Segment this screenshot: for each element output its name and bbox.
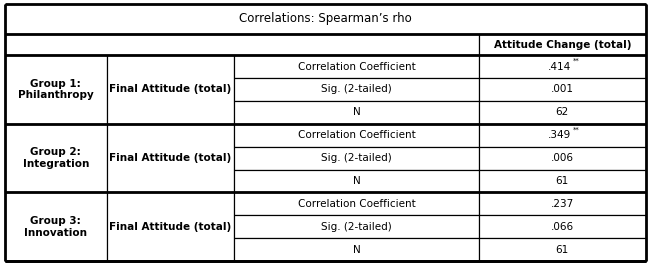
Bar [479, 238, 646, 261]
Text: Group 2:
Integration: Group 2: Integration [23, 147, 89, 169]
Bar [234, 147, 479, 170]
Text: Sig. (2-tailed): Sig. (2-tailed) [321, 222, 392, 232]
Bar [5, 4, 646, 34]
Bar [234, 215, 479, 238]
Bar [234, 192, 479, 215]
Text: 61: 61 [556, 245, 569, 255]
Bar [479, 170, 646, 192]
Bar [479, 147, 646, 170]
Bar [479, 215, 646, 238]
Bar [479, 78, 646, 101]
Text: Final Attitude (total): Final Attitude (total) [109, 85, 231, 95]
Text: Final Attitude (total): Final Attitude (total) [109, 153, 231, 163]
Text: .066: .066 [551, 222, 574, 232]
Text: N: N [353, 176, 361, 186]
Bar [5, 34, 479, 55]
Bar [107, 55, 234, 124]
Bar [234, 78, 479, 101]
Bar [479, 124, 646, 147]
Text: N: N [353, 107, 361, 117]
Text: **: ** [574, 126, 580, 132]
Text: Correlation Coefficient: Correlation Coefficient [298, 130, 415, 140]
Bar [234, 55, 479, 78]
Bar [107, 124, 234, 192]
Text: .001: .001 [551, 85, 574, 95]
Bar [5, 192, 107, 261]
Text: 62: 62 [556, 107, 569, 117]
Bar [5, 124, 107, 192]
Text: .006: .006 [551, 153, 574, 163]
Bar [479, 55, 646, 78]
Bar [234, 170, 479, 192]
Text: Correlations: Spearman’s rho: Correlations: Spearman’s rho [239, 12, 412, 25]
Text: N: N [353, 245, 361, 255]
Text: Sig. (2-tailed): Sig. (2-tailed) [321, 153, 392, 163]
Text: Sig. (2-tailed): Sig. (2-tailed) [321, 85, 392, 95]
Text: .414: .414 [547, 62, 571, 72]
Bar [479, 101, 646, 124]
Text: Final Attitude (total): Final Attitude (total) [109, 222, 231, 232]
Text: Group 3:
Innovation: Group 3: Innovation [24, 216, 87, 237]
Text: **: ** [574, 58, 580, 64]
Text: Group 1:
Philanthropy: Group 1: Philanthropy [18, 79, 94, 100]
Bar [234, 101, 479, 124]
Bar [5, 55, 107, 124]
Bar [107, 192, 234, 261]
Text: .349: .349 [547, 130, 571, 140]
Text: Correlation Coefficient: Correlation Coefficient [298, 199, 415, 209]
Bar [234, 124, 479, 147]
Text: 61: 61 [556, 176, 569, 186]
Text: Correlation Coefficient: Correlation Coefficient [298, 62, 415, 72]
Text: Attitude Change (total): Attitude Change (total) [493, 39, 631, 50]
Bar [479, 192, 646, 215]
Bar [479, 34, 646, 55]
Bar [234, 238, 479, 261]
Text: .237: .237 [551, 199, 574, 209]
